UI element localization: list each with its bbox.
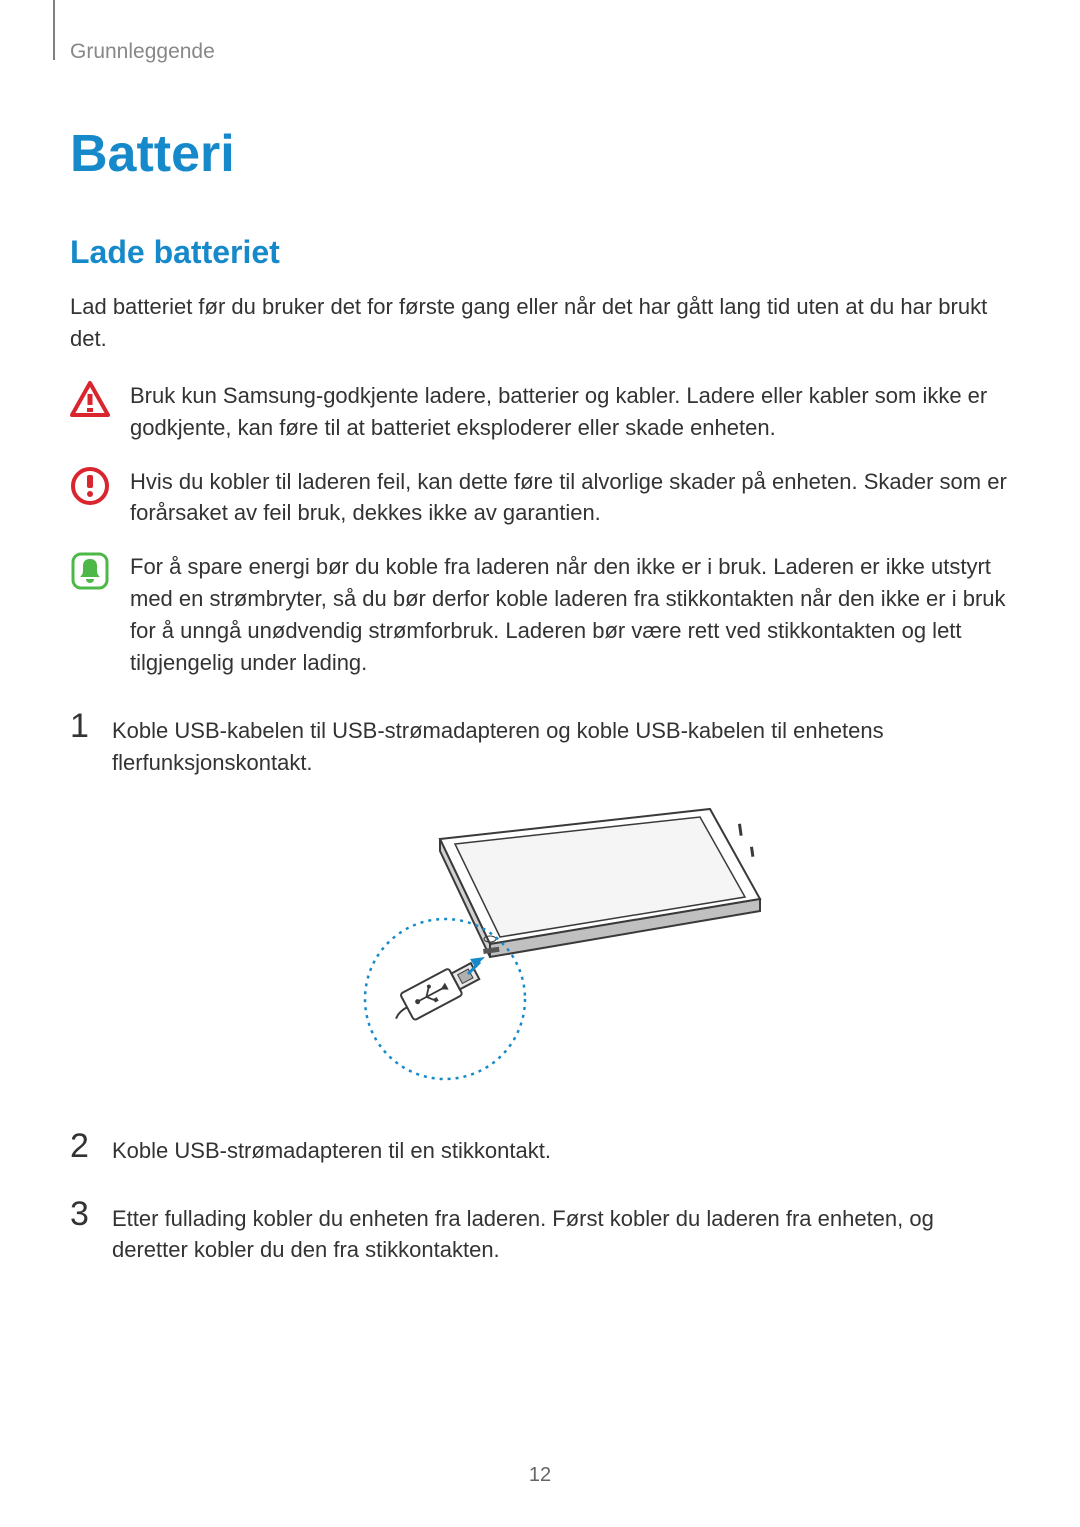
section-subtitle: Lade batteriet: [70, 234, 1010, 271]
page-number: 12: [529, 1464, 551, 1487]
caution-note: Hvis du kobler til laderen feil, kan det…: [70, 466, 1010, 530]
note-text: For å spare energi bør du koble fra lade…: [130, 551, 1010, 679]
energy-note: For å spare energi bør du koble fra lade…: [70, 551, 1010, 679]
note-icon: [70, 551, 110, 591]
step-text: Etter fullading kobler du enheten fra la…: [112, 1197, 1010, 1267]
step-text: Koble USB-strømadapteren til en stikkont…: [112, 1129, 1010, 1167]
charging-diagram: [70, 799, 1010, 1099]
step-1: 1 Koble USB-kabelen til USB-strømadapter…: [70, 709, 1010, 779]
breadcrumb: Grunnleggende: [70, 40, 1010, 64]
step-3: 3 Etter fullading kobler du enheten fra …: [70, 1197, 1010, 1267]
step-number: 2: [70, 1129, 94, 1163]
warning-text: Bruk kun Samsung-godkjente ladere, batte…: [130, 380, 1010, 444]
caution-text: Hvis du kobler til laderen feil, kan det…: [130, 466, 1010, 530]
warning-icon: [70, 380, 110, 420]
warning-note: Bruk kun Samsung-godkjente ladere, batte…: [70, 380, 1010, 444]
caution-icon: [70, 466, 110, 506]
step-2: 2 Koble USB-strømadapteren til en stikko…: [70, 1129, 1010, 1167]
intro-text: Lad batteriet før du bruker det for førs…: [70, 291, 1010, 355]
step-number: 3: [70, 1197, 94, 1231]
page-title: Batteri: [70, 124, 1010, 184]
step-number: 1: [70, 709, 94, 743]
step-text: Koble USB-kabelen til USB-strømadapteren…: [112, 709, 1010, 779]
